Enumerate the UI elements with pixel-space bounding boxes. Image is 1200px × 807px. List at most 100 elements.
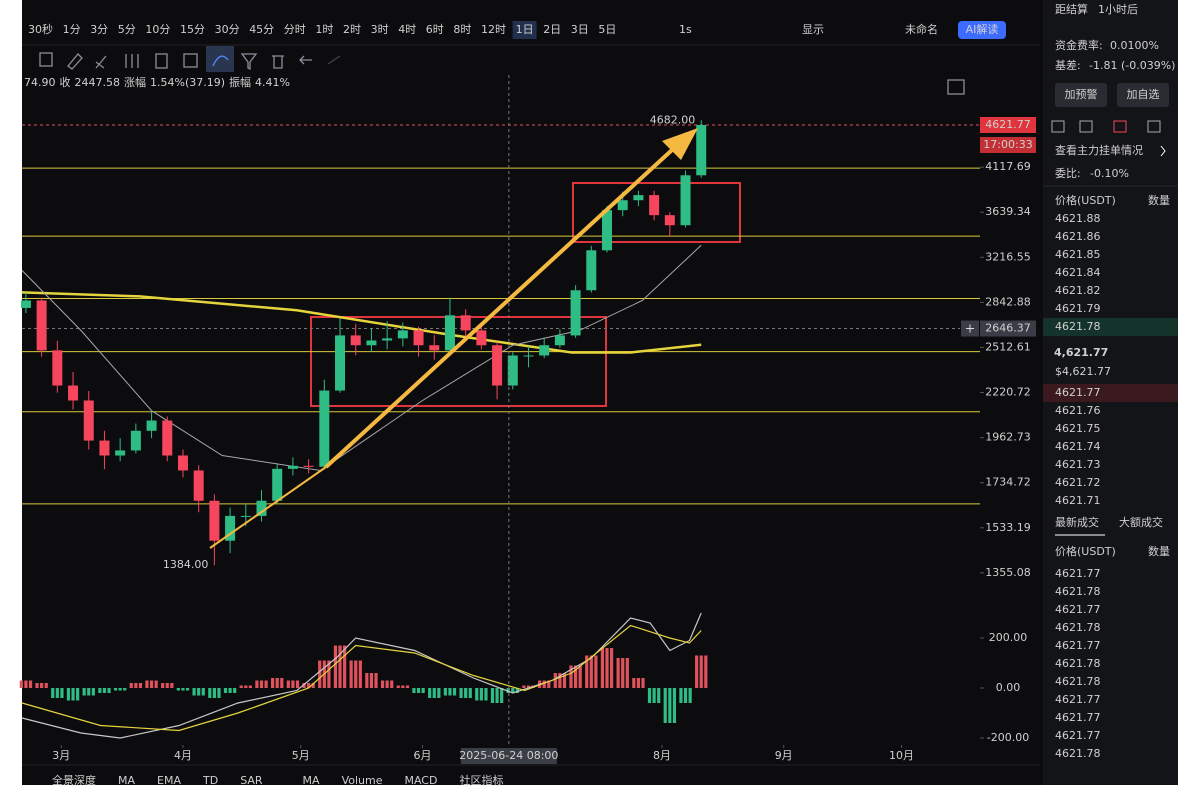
chevron[interactable] bbox=[1160, 145, 1166, 157]
y-tick-label: 200.00 bbox=[989, 631, 1028, 644]
info-item: 4.41% bbox=[255, 76, 290, 89]
panel-button[interactable] bbox=[1117, 83, 1169, 107]
range-box bbox=[310, 316, 607, 407]
interval-active[interactable] bbox=[512, 21, 537, 39]
bid-price: 4621.77 bbox=[1055, 386, 1101, 399]
macd-bar bbox=[443, 688, 447, 696]
tool[interactable] bbox=[272, 55, 284, 69]
tool[interactable] bbox=[39, 52, 53, 67]
interval-tab[interactable]: 5分 bbox=[118, 23, 136, 36]
interval-tab[interactable]: 30秒 bbox=[28, 22, 53, 36]
interval-tab[interactable]: 45分 bbox=[249, 23, 274, 36]
macd-bar bbox=[307, 683, 311, 688]
interval-tab[interactable]: 30分 bbox=[215, 23, 240, 36]
mid-usd: $4,621.77 bbox=[1055, 365, 1111, 378]
drawing-tools[interactable] bbox=[39, 46, 965, 95]
interval-tab[interactable]: 8时 bbox=[453, 23, 471, 36]
interval-tab[interactable]: 1时 bbox=[315, 23, 333, 36]
macd-bar bbox=[594, 655, 598, 688]
interval-tab[interactable]: 15分 bbox=[180, 23, 205, 36]
info-item: 收 bbox=[60, 75, 71, 89]
interval-tab[interactable]: 1分 bbox=[63, 23, 81, 36]
tool[interactable] bbox=[240, 53, 258, 71]
indicator-tab[interactable]: SAR bbox=[240, 774, 263, 787]
interval-tab[interactable]: 6时 bbox=[426, 23, 444, 36]
indicator-tab[interactable]: EMA bbox=[157, 774, 181, 787]
depth-link[interactable]: 查看主力挂单情况 bbox=[1055, 143, 1143, 157]
candle-body bbox=[209, 500, 220, 541]
basis-value: -1.81 (-0.039%) bbox=[1089, 59, 1175, 72]
interval-tab[interactable]: 1日 bbox=[516, 23, 534, 36]
interval-tab[interactable]: 分时 bbox=[284, 23, 306, 36]
info-item: 74.90 bbox=[24, 76, 56, 89]
interval-tab[interactable]: 4时 bbox=[398, 23, 416, 36]
display-menu[interactable]: 显示 bbox=[802, 23, 824, 36]
tool[interactable] bbox=[95, 55, 107, 69]
indicator-tab[interactable]: 全景深度 bbox=[52, 773, 96, 787]
trade-tab[interactable]: 最新成交 bbox=[1055, 515, 1099, 529]
interval-tab[interactable]: 12时 bbox=[481, 23, 506, 36]
indicator-tab[interactable]: TD bbox=[202, 774, 218, 787]
trend-line bbox=[209, 466, 327, 549]
book-view-icon[interactable] bbox=[1147, 120, 1161, 133]
x-tick-label: 10月 bbox=[889, 749, 914, 762]
indicator-tab[interactable]: 社区指标 bbox=[459, 773, 503, 787]
macd-bar bbox=[91, 688, 95, 696]
interval-tab[interactable]: 10分 bbox=[145, 23, 170, 36]
tool-active[interactable] bbox=[206, 46, 234, 72]
macd-bar bbox=[416, 688, 421, 693]
interval-tab[interactable]: 5日 bbox=[598, 23, 616, 36]
indicator-tab[interactable]: MACD bbox=[404, 774, 437, 787]
expand[interactable] bbox=[947, 79, 965, 95]
macd-bar bbox=[547, 680, 551, 688]
tool[interactable] bbox=[155, 53, 168, 69]
panel-button-label[interactable]: 加预警 bbox=[1065, 87, 1098, 101]
y-tick-label: 2220.72 bbox=[985, 386, 1031, 399]
book-view-icon[interactable] bbox=[1051, 120, 1065, 133]
tool[interactable] bbox=[327, 55, 341, 65]
range-box bbox=[572, 182, 741, 243]
interval-tab[interactable]: 3时 bbox=[371, 23, 389, 36]
ask-price: 4621.86 bbox=[1055, 230, 1101, 243]
ratio-value: -0.10% bbox=[1090, 167, 1129, 180]
panel-button[interactable] bbox=[1055, 83, 1107, 107]
tool[interactable] bbox=[299, 55, 312, 65]
tool[interactable] bbox=[125, 54, 139, 68]
interval-tab[interactable]: 3分 bbox=[90, 23, 108, 36]
macd-bar bbox=[107, 688, 111, 693]
plus-icon[interactable] bbox=[966, 324, 974, 333]
macd-bar bbox=[239, 685, 243, 688]
candle-body bbox=[382, 338, 393, 341]
trade-price: 4621.77 bbox=[1055, 693, 1101, 706]
ai-label[interactable]: AI解读 bbox=[966, 22, 999, 36]
settle-value: 1小时后 bbox=[1098, 3, 1138, 16]
indicator-tab[interactable]: Volume bbox=[342, 774, 383, 787]
layout-name[interactable]: 未命名 bbox=[905, 22, 938, 36]
trade-tab[interactable]: 大额成交 bbox=[1119, 515, 1163, 529]
interval-tab[interactable]: 3日 bbox=[571, 23, 589, 36]
macd-bar bbox=[318, 660, 322, 688]
x-tick-label: 9月 bbox=[775, 749, 793, 762]
tool[interactable] bbox=[212, 55, 229, 67]
tool[interactable] bbox=[183, 53, 198, 68]
macd-bar bbox=[55, 688, 59, 698]
panel-button-label[interactable]: 加自选 bbox=[1127, 88, 1160, 101]
ai-button[interactable] bbox=[958, 21, 1006, 39]
indicator-tab[interactable]: MA bbox=[118, 774, 135, 787]
macd-bar bbox=[704, 655, 708, 688]
y-tick-label: 1533.19 bbox=[985, 521, 1031, 534]
interval-tab[interactable]: 2时 bbox=[343, 23, 361, 36]
y-tick-label: 4117.69 bbox=[985, 160, 1031, 173]
book-view-icon[interactable] bbox=[1079, 120, 1093, 133]
macd-bar bbox=[170, 683, 174, 688]
macd-bar bbox=[185, 688, 190, 691]
speed[interactable]: 1s bbox=[679, 23, 692, 36]
tool[interactable] bbox=[67, 53, 83, 70]
book-view-icon[interactable] bbox=[1113, 120, 1127, 133]
ask-highlight bbox=[1043, 318, 1178, 336]
candle-body bbox=[586, 250, 597, 291]
interval-tab[interactable]: 2日 bbox=[543, 23, 561, 36]
macd-bar bbox=[526, 685, 531, 688]
indicator-tab[interactable]: MA bbox=[303, 774, 320, 787]
macd-bar bbox=[683, 688, 688, 703]
